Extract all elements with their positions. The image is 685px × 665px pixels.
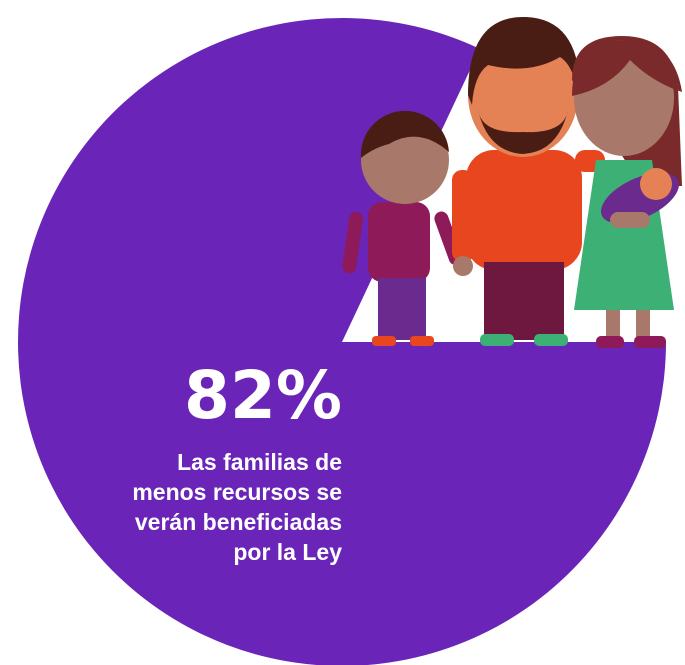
pie-slice xyxy=(18,18,666,665)
illustration-shape xyxy=(468,16,580,107)
illustration-shape xyxy=(368,202,430,282)
illustration-shape xyxy=(572,40,682,96)
caption-line: menos recursos se xyxy=(132,479,342,505)
illustration-shape xyxy=(606,310,620,340)
illustration-shape xyxy=(596,336,624,348)
illustration-shape xyxy=(610,212,650,228)
illustration-shape xyxy=(360,110,449,158)
illustration-shape xyxy=(342,211,364,274)
illustration-shape xyxy=(534,334,568,346)
caption-line: por la Ley xyxy=(233,539,342,565)
illustration-shape xyxy=(636,310,650,340)
illustration-shape xyxy=(634,336,666,348)
illustration-shape xyxy=(480,334,514,346)
caption-line: verán beneficiadas xyxy=(135,509,342,535)
illustration-shape xyxy=(378,278,426,340)
illustration-shape xyxy=(452,170,474,262)
illustration-shape xyxy=(453,256,473,276)
illustration-shape xyxy=(410,336,434,346)
illustration-shape xyxy=(484,262,564,340)
family-illustration xyxy=(342,16,682,348)
illustration-shape xyxy=(640,168,672,200)
illustration-shape xyxy=(466,150,582,270)
caption-line: Las familias de xyxy=(177,449,342,475)
percentage-label: 82% xyxy=(184,357,342,434)
illustration-shape xyxy=(372,336,396,346)
pie xyxy=(18,18,666,665)
illustration-shape xyxy=(478,110,568,154)
